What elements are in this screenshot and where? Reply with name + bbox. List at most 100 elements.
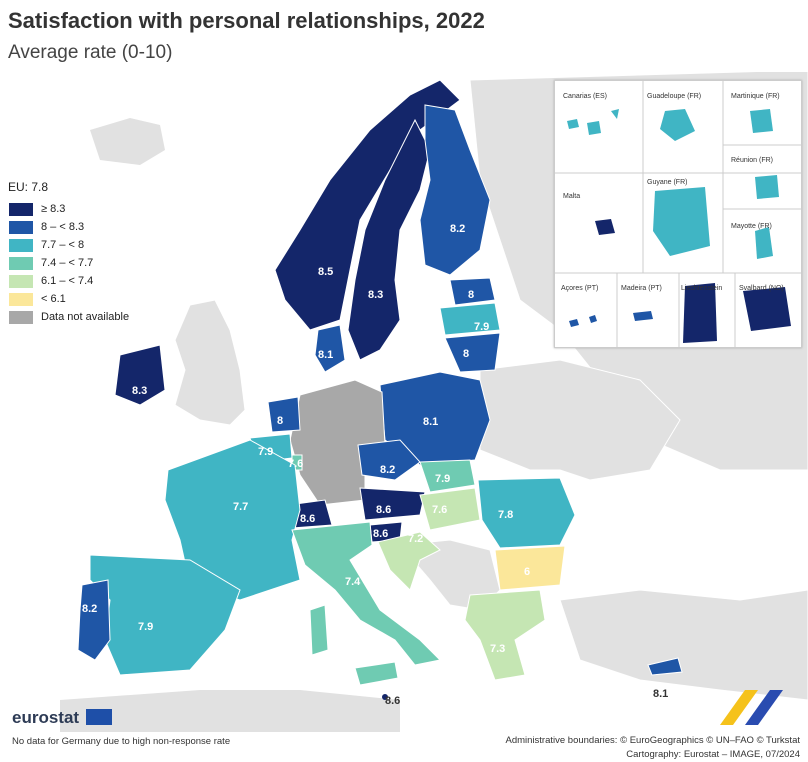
inset-label-acores: Açores (PT) [561, 285, 599, 292]
map-subtitle: Average rate (0-10) [8, 42, 173, 63]
legend-item: 7.4 – < 7.7 [8, 254, 129, 272]
north-africa-region [60, 690, 400, 732]
value-austria: 8.6 [376, 504, 391, 516]
inset-label-guadeloupe: Guadeloupe (FR) [647, 93, 702, 100]
inset-maps [555, 81, 801, 347]
value-norway: 8.5 [318, 266, 333, 278]
value-malta: 8.6 [385, 695, 400, 707]
inset-label-mayotte: Mayotte (FR) [731, 223, 772, 230]
legend-item: 8 – < 8.3 [8, 218, 129, 236]
country-czechia [357, 439, 421, 481]
inset-label-malta: Malta [563, 193, 581, 200]
country-netherlands [267, 396, 301, 433]
credits: Administrative boundaries: © EuroGeograp… [505, 734, 800, 762]
inset-label-liechtenstein: Liechtenstein [681, 285, 723, 292]
legend-item: < 6.1 [8, 290, 129, 308]
value-spain: 7.9 [138, 621, 153, 633]
credits-boundaries: Administrative boundaries: © EuroGeograp… [505, 735, 800, 746]
country-sicily [354, 661, 399, 686]
legend-swatch [8, 201, 34, 217]
country-austria [359, 487, 426, 521]
country-latvia [439, 302, 501, 336]
value-slovenia: 8.6 [373, 528, 388, 540]
legend-label: ≥ 8.3 [41, 203, 66, 215]
value-greece: 7.3 [490, 643, 505, 655]
value-bulgaria: 6 [524, 566, 530, 578]
value-croatia: 7.2 [408, 533, 423, 545]
inset-panel: Canarias (ES) Guadeloupe (FR) Martinique… [554, 80, 802, 348]
country-finland [419, 104, 491, 276]
inset-label-canarias: Canarias (ES) [563, 93, 607, 100]
eurostat-mark-icon [720, 690, 783, 725]
value-slovakia: 7.9 [435, 473, 450, 485]
legend-swatch [8, 273, 34, 289]
legend-item: 6.1 – < 7.4 [8, 272, 129, 290]
iceland-region [90, 118, 165, 165]
footnote: No data for Germany due to high non-resp… [12, 736, 231, 747]
value-france: 7.7 [233, 501, 248, 513]
value-switzerland: 8.6 [300, 513, 315, 525]
country-sweden [347, 118, 431, 361]
country-ireland [114, 344, 166, 406]
country-lithuania [444, 332, 501, 373]
legend-item: Data not available [8, 308, 129, 326]
legend-item: ≥ 8.3 [8, 200, 129, 218]
turkey-region [559, 589, 808, 701]
value-portugal: 8.2 [82, 603, 97, 615]
country-hungary [419, 487, 481, 531]
value-cyprus: 8.1 [653, 688, 668, 700]
country-romania [477, 477, 576, 549]
legend-label: 8 – < 8.3 [41, 221, 85, 233]
inset-label-guyane: Guyane (FR) [647, 179, 688, 186]
value-italy: 7.4 [345, 576, 361, 588]
value-netherlands: 8 [277, 415, 283, 427]
legend-eu-average: EU: 7.8 [8, 180, 49, 194]
value-sweden: 8.3 [368, 289, 383, 301]
inset-label-martinique: Martinique (FR) [731, 93, 780, 100]
inset-label-reunion: Réunion (FR) [731, 157, 774, 164]
legend-label: < 6.1 [41, 293, 66, 305]
legend: EU: 7.8 ≥ 8.3 8 – < 8.3 7.7 – < 8 7.4 – < 7… [8, 180, 129, 326]
value-romania: 7.8 [498, 509, 513, 521]
legend-swatch [8, 237, 34, 253]
legend-swatch [8, 309, 34, 325]
legend-label: 7.4 – < 7.7 [41, 257, 94, 269]
inset-label-svalbard: Svalbard (NO) [739, 285, 784, 292]
eu-flag-icon [85, 708, 112, 725]
legend-label: 6.1 – < 7.4 [41, 275, 94, 287]
country-greece [464, 589, 546, 681]
country-portugal [77, 579, 111, 661]
value-czechia: 8.2 [380, 464, 395, 476]
inset-label-madeira: Madeira (PT) [621, 285, 662, 292]
country-malta [382, 694, 388, 700]
value-belgium: 7.9 [258, 446, 273, 458]
legend-item: 7.7 – < 8 [8, 236, 129, 254]
ukraine-region [479, 359, 681, 481]
country-sardinia [309, 604, 329, 656]
value-lithuania: 8 [463, 348, 469, 360]
credits-cartography: Cartography: Eurostat – IMAGE, 07/2024 [626, 749, 800, 760]
country-italy [291, 521, 442, 666]
legend-label: Data not available [41, 311, 130, 323]
country-france [164, 439, 301, 601]
legend-label: 7.7 – < 8 [41, 239, 85, 251]
country-estonia [449, 277, 496, 306]
legend-swatch [8, 219, 34, 235]
country-slovakia [419, 459, 476, 493]
value-ireland: 8.3 [132, 385, 147, 397]
legend-swatch [8, 255, 34, 271]
value-poland: 8.1 [423, 416, 438, 428]
value-estonia: 8 [468, 289, 474, 301]
value-latvia: 7.9 [474, 321, 489, 333]
country-croatia [377, 531, 441, 591]
uk-region [174, 299, 246, 426]
legend-swatch [8, 291, 34, 307]
eurostat-logo: eurostat [12, 708, 112, 728]
value-luxembourg: 7.6 [288, 458, 303, 470]
value-finland: 8.2 [450, 223, 465, 235]
country-denmark [314, 324, 346, 373]
country-cyprus [647, 657, 683, 676]
value-hungary: 7.6 [432, 504, 447, 516]
country-bulgaria [494, 545, 566, 591]
value-denmark: 8.1 [318, 349, 333, 361]
